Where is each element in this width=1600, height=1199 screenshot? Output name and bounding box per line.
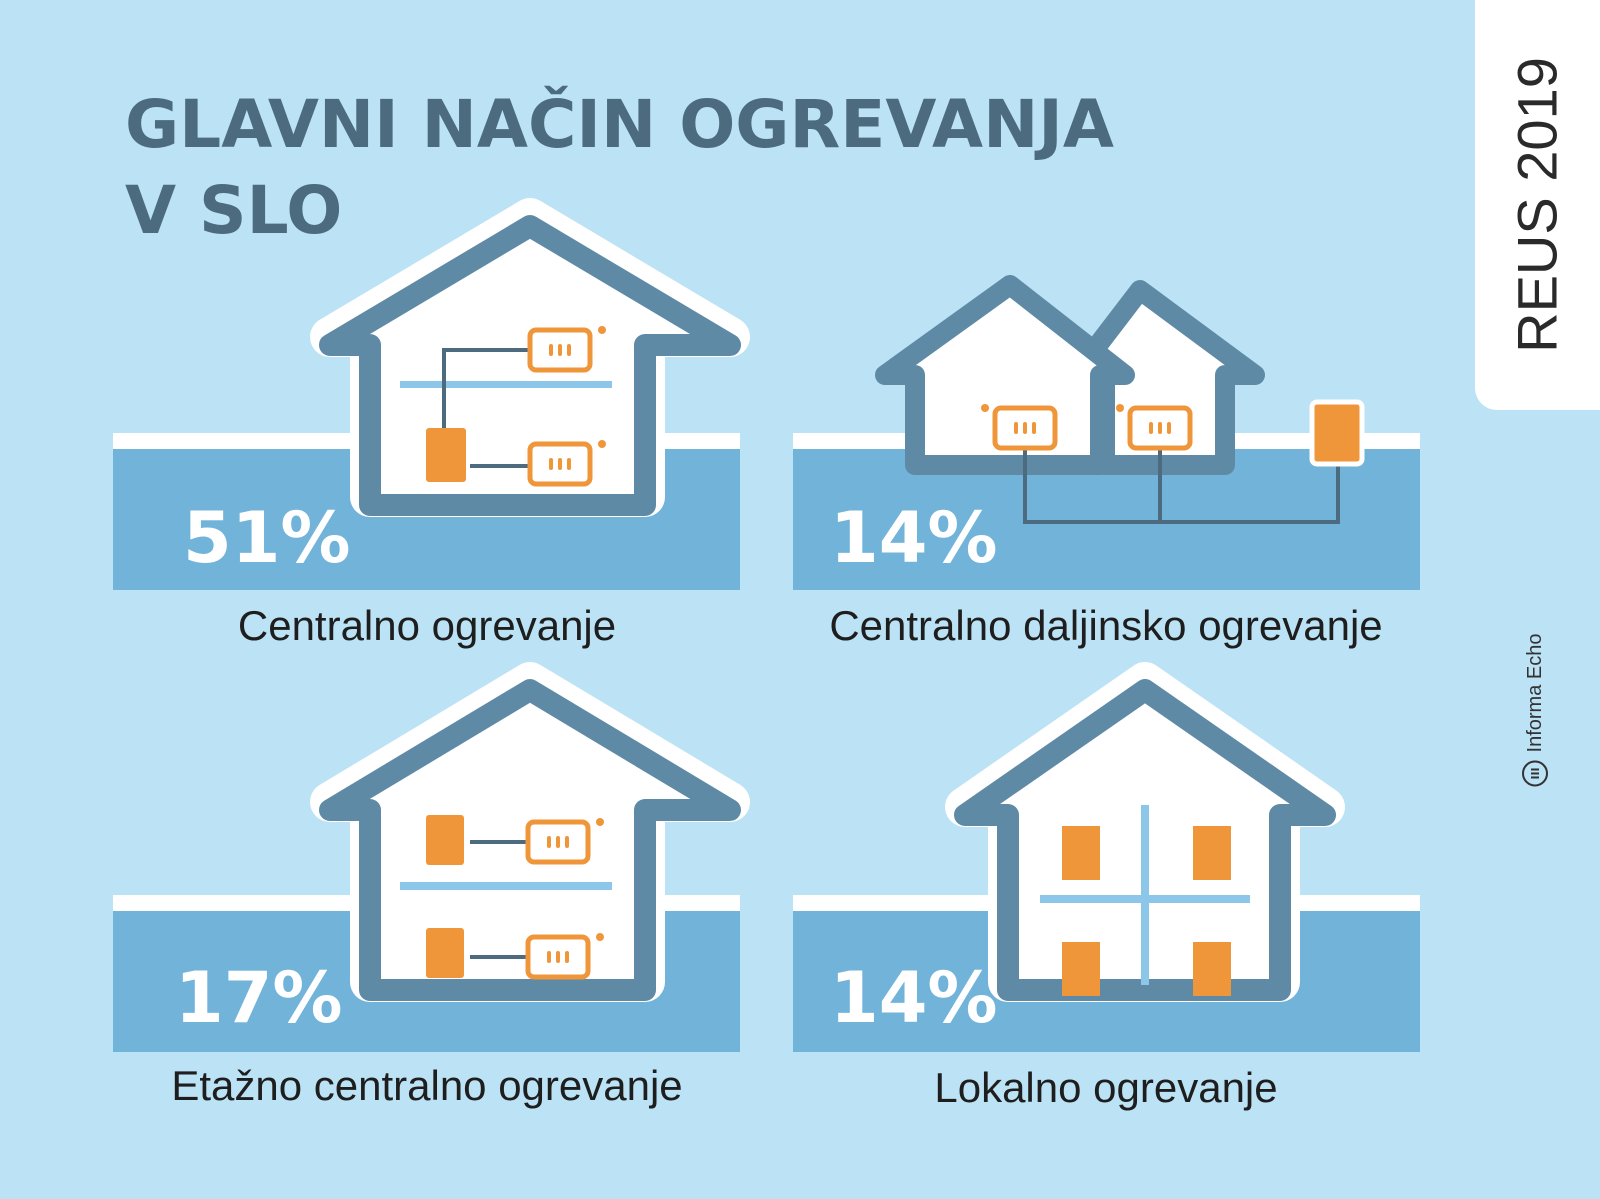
label-local: Lokalno ogrevanje bbox=[934, 1064, 1278, 1111]
house-district-heating-icon bbox=[875, 275, 1365, 524]
credit: Informa Echo bbox=[1522, 634, 1548, 787]
house-floor-central-heating-icon bbox=[310, 662, 750, 1002]
informa-echo-logo-icon bbox=[1522, 760, 1548, 787]
page-title: GLAVNI NAČIN OGREVANJA V SLO bbox=[125, 82, 1114, 254]
year-badge-text: REUS 2019 bbox=[1505, 57, 1569, 353]
percent-district: 14% bbox=[830, 497, 998, 579]
label-floor-central: Etažno centralno ogrevanje bbox=[171, 1062, 683, 1109]
percent-local: 14% bbox=[830, 957, 998, 1039]
year-badge: REUS 2019 bbox=[1475, 0, 1600, 410]
percent-floor-central: 17% bbox=[175, 957, 343, 1039]
title-line-1: GLAVNI NAČIN OGREVANJA bbox=[125, 86, 1114, 163]
percent-central: 51% bbox=[183, 497, 351, 579]
title-line-2: V SLO bbox=[125, 172, 343, 249]
credit-text: Informa Echo bbox=[1523, 633, 1546, 753]
label-central: Centralno ogrevanje bbox=[237, 602, 617, 649]
label-district: Centralno daljinsko ogrevanje bbox=[829, 602, 1383, 649]
house-central-heating-icon bbox=[310, 198, 750, 517]
house-local-heating-icon bbox=[945, 662, 1345, 1002]
